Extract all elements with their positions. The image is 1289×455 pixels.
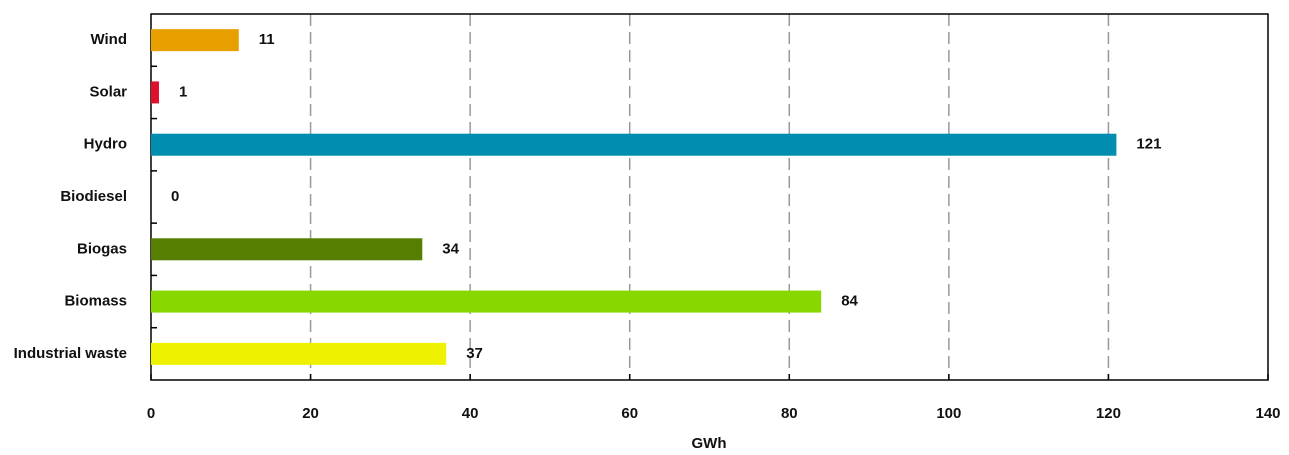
bar	[151, 238, 423, 261]
x-tick-label: 100	[936, 405, 961, 422]
x-tick-label: 80	[781, 405, 798, 422]
plot-frame	[150, 13, 1269, 381]
y-tick-label: Solar	[89, 83, 127, 100]
bar	[151, 290, 822, 313]
y-tick-label: Wind	[90, 31, 127, 48]
y-tick-label: Biodiesel	[60, 188, 127, 205]
bar	[151, 29, 239, 52]
bar	[151, 81, 159, 104]
value-label: 34	[442, 240, 459, 257]
y-tick-label: Biogas	[77, 240, 127, 257]
x-tick-label: 0	[147, 405, 155, 422]
value-label: 1	[179, 83, 187, 100]
y-tick-label: Hydro	[84, 136, 127, 153]
value-label: 37	[466, 345, 483, 362]
value-label: 121	[1136, 136, 1161, 153]
bar	[151, 133, 1117, 156]
x-axis-label: GWh	[692, 435, 727, 452]
x-tick-label: 120	[1096, 405, 1121, 422]
x-tick-label: 40	[462, 405, 479, 422]
x-tick-label: 60	[621, 405, 638, 422]
y-tick-label: Biomass	[64, 293, 127, 310]
bar	[151, 342, 447, 365]
x-tick-label: 20	[302, 405, 319, 422]
value-label: 11	[259, 31, 275, 48]
x-tick-label: 140	[1255, 405, 1280, 422]
value-label: 84	[841, 293, 858, 310]
y-tick-label: Industrial waste	[14, 345, 127, 362]
value-label: 0	[171, 188, 179, 205]
